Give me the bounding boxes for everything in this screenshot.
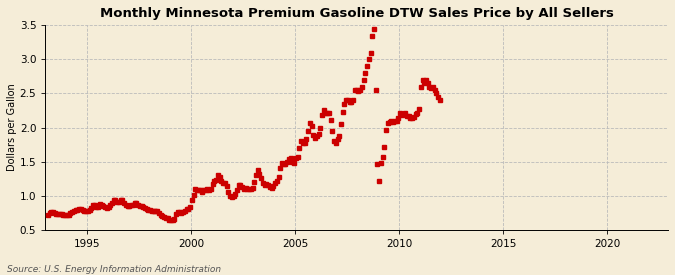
Title: Monthly Minnesota Premium Gasoline DTW Sales Price by All Sellers: Monthly Minnesota Premium Gasoline DTW S… (100, 7, 614, 20)
Text: Source: U.S. Energy Information Administration: Source: U.S. Energy Information Administ… (7, 265, 221, 274)
Y-axis label: Dollars per Gallon: Dollars per Gallon (7, 84, 17, 171)
